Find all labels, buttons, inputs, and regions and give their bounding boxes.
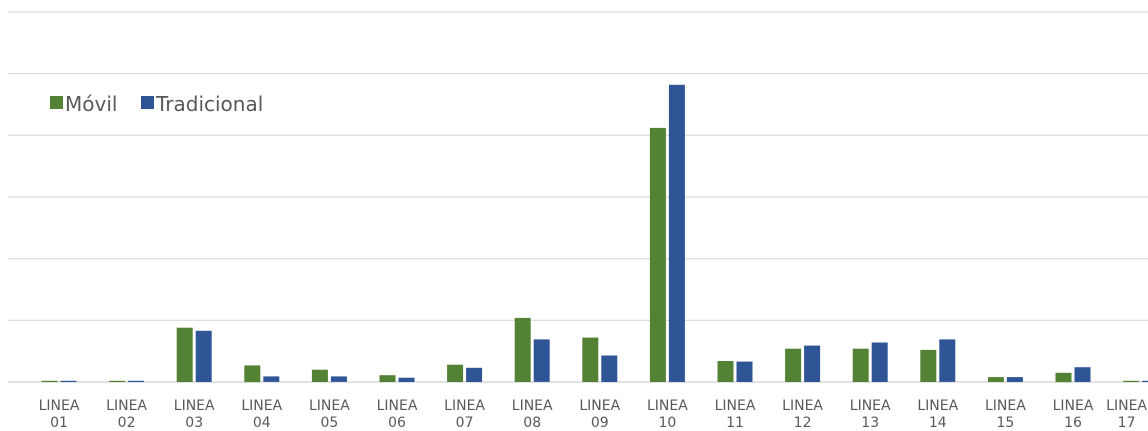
bar-tradicional-09 (601, 355, 618, 382)
bar-tradicional-02 (128, 380, 145, 382)
bar-movil-14 (920, 349, 937, 382)
bar-tradicional-08 (533, 339, 550, 382)
x-axis-tick-labels: LINEA 01 LINEA 02 LINEA 03 LINEA 04 LINEA 05 LINEA… (39, 398, 1148, 431)
bar-tradicional-04 (263, 376, 280, 382)
x-tick-label: LINEA 06 (377, 398, 418, 431)
bar-tradicional-17 (1142, 380, 1148, 382)
bar-tradicional-15 (1006, 377, 1023, 382)
bar-movil-04 (244, 365, 261, 383)
legend-label-movil: Móvil (65, 92, 117, 116)
bar-movil-12 (785, 348, 802, 382)
bar-tradicional-06 (398, 377, 415, 382)
x-tick-label: LINEA 12 (782, 398, 823, 431)
legend-label-tradicional: Tradicional (155, 92, 263, 116)
bar-movil-05 (311, 369, 328, 382)
legend-swatch-movil (50, 96, 63, 109)
bar-movil-13 (852, 348, 869, 382)
x-tick-label: LINEA 09 (579, 398, 620, 431)
bar-tradicional-10 (668, 84, 685, 383)
bar-tradicional-03 (195, 330, 212, 382)
bar-movil-17 (1123, 380, 1140, 382)
bar-tradicional-05 (330, 376, 347, 382)
legend: Móvil Tradicional (50, 92, 263, 116)
bar-movil-11 (717, 361, 734, 382)
bar-movil-08 (514, 317, 531, 382)
x-tick-label: LINEA 02 (106, 398, 147, 431)
bar-movil-07 (447, 364, 464, 382)
bars (41, 84, 1148, 383)
bar-movil-06 (379, 375, 396, 382)
x-tick-label: LINEA 01 (39, 398, 80, 431)
bar-tradicional-11 (736, 361, 753, 382)
x-tick-label: LINEA 07 (444, 398, 485, 431)
x-tick-label: LINEA 05 (309, 398, 350, 431)
bar-movil-10 (649, 127, 666, 383)
x-tick-label: LINEA 04 (241, 398, 282, 431)
x-tick-label: LINEA 17 (1106, 398, 1147, 431)
bar-movil-03 (176, 327, 193, 382)
x-tick-label: LINEA 11 (715, 398, 756, 431)
bar-tradicional-01 (60, 380, 77, 382)
x-tick-label: LINEA 16 (1053, 398, 1094, 431)
bar-movil-02 (109, 380, 126, 382)
gridlines (8, 11, 1148, 383)
bar-movil-01 (41, 380, 58, 382)
x-tick-label: LINEA 15 (985, 398, 1026, 431)
x-tick-label: LINEA 13 (850, 398, 891, 431)
x-tick-label: LINEA 14 (917, 398, 958, 431)
legend-swatch-tradicional (141, 96, 154, 109)
x-tick-label: LINEA 08 (512, 398, 553, 431)
bar-tradicional-13 (871, 342, 888, 382)
bar-movil-09 (582, 337, 599, 382)
bar-movil-15 (987, 377, 1004, 382)
bar-tradicional-07 (466, 367, 483, 382)
bar-tradicional-14 (939, 339, 956, 382)
x-tick-label: LINEA 03 (174, 398, 215, 431)
x-tick-label: LINEA 10 (647, 398, 688, 431)
bar-tradicional-16 (1074, 367, 1091, 382)
bar-tradicional-12 (804, 345, 821, 382)
bar-movil-16 (1055, 372, 1072, 383)
